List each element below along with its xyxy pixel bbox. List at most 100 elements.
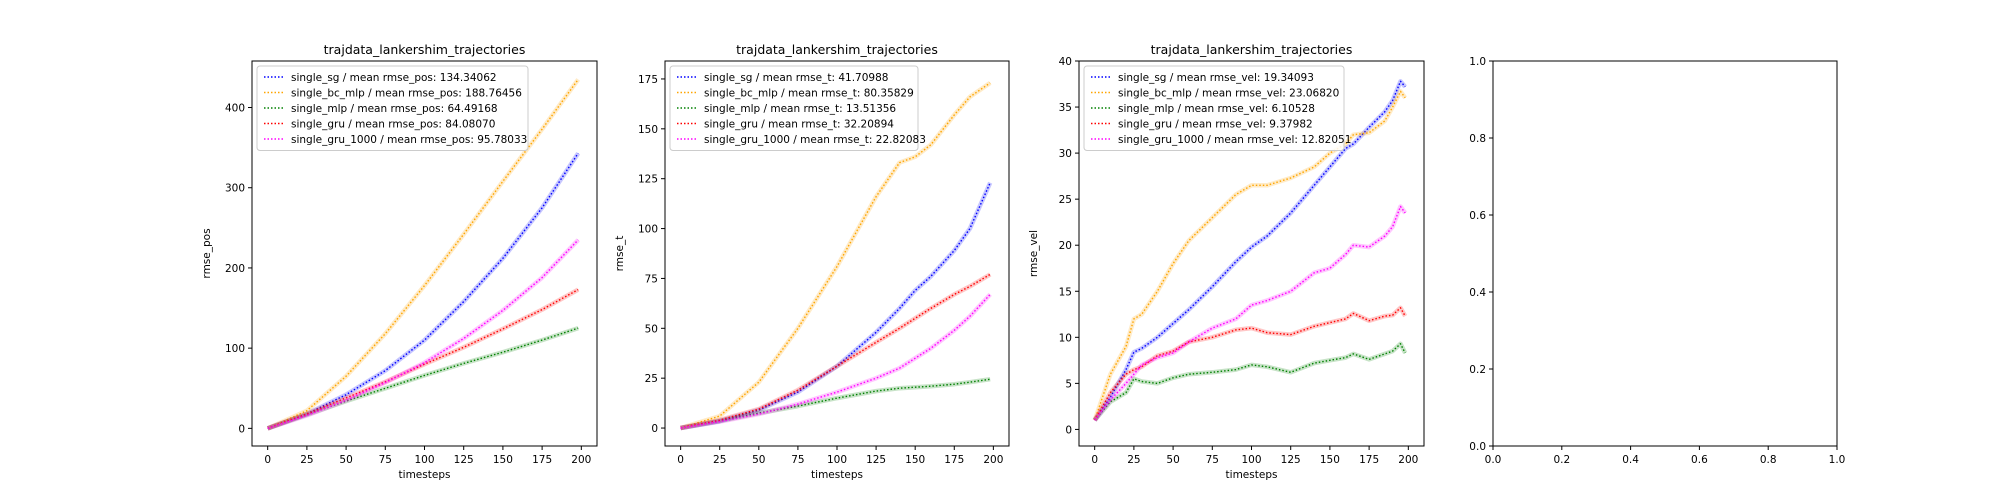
x-tick-label: 175 [1359,454,1379,466]
chart-panel-1: 0 25 50 75 100 125 150 175 200 0 100 200 300 400 trajd… [201,42,598,481]
x-tick-label: 0.8 [1760,454,1777,466]
x-tick-label: 175 [944,454,964,466]
legend: single_sg / mean rmse_t: 41.70988 single_… [669,65,926,151]
series-line-5 [680,293,991,429]
y-tick-label: 0 [651,423,658,435]
x-tick-label: 200 [983,454,1003,466]
legend-entry: single_mlp / mean rmse_vel: 6.10528 [1118,103,1315,115]
series-band-4 [266,287,580,431]
y-tick-label: 100 [225,343,245,355]
x-tick-label: 0.0 [1485,454,1502,466]
series-line-1 [1094,80,1406,421]
legend-box [1083,65,1345,151]
series-line-3 [680,378,991,429]
legend-entry: single_bc_mlp / mean rmse_vel: 23.06820 [1118,88,1339,100]
legend-entry: single_sg / mean rmse_vel: 19.34093 [1118,72,1314,84]
x-tick-label: 150 [493,454,513,466]
series-band-4 [680,272,992,431]
x-tick-label: 0 [1091,454,1098,466]
series-line-5 [267,239,579,430]
y-tick-label: 50 [645,323,658,335]
y-tick-label: 0 [1065,424,1072,436]
series-line-5 [1094,205,1406,421]
y-tick-label: 5 [1065,378,1072,390]
series-group [679,81,993,431]
x-tick-label: 25 [300,454,313,466]
legend-box [669,65,919,151]
x-axis-label: timesteps [399,469,451,481]
x-tick-label: 125 [866,454,886,466]
legend-entry: single_mlp / mean rmse_t: 13.51356 [704,103,896,115]
series-line-4 [1094,307,1406,421]
series-line-2 [1094,90,1406,421]
chart-panel-3: 0 25 50 75 100 125 150 175 200 0 5 10 15 20 25 30 35 40 tr… [1028,42,1425,481]
legend-entry: single_gru_1000 / mean rmse_t: 22.82083 [704,134,926,146]
legend-entry: single_gru / mean rmse_vel: 9.37982 [1118,119,1313,131]
x-tick-label: 150 [1320,454,1340,466]
y-tick-label: 100 [638,224,658,236]
x-tick-label: 50 [339,454,352,466]
y-axis-label: rmse_vel [1028,230,1040,277]
x-tick-label: 50 [1166,454,1179,466]
y-tick-label: 75 [645,273,658,285]
legend-entry: single_gru / mean rmse_pos: 84.08070 [291,119,495,131]
x-tick-label: 200 [571,454,591,466]
chart-panel-4: 0.0 0.2 0.4 0.6 0.8 1.0 0.0 0.2 0.4 0.6 0.8 1.0 [1469,56,1845,466]
chart-panel-2: 0 25 50 75 100 125 150 175 200 0 25 50 75 100 125 150 17… [614,42,1010,481]
y-tick-label: 15 [1059,286,1072,298]
y-tick-label: 30 [1059,148,1072,160]
y-axis-label: rmse_t [614,236,626,272]
axes-frame [1492,60,1838,447]
legend-entry: single_gru_1000 / mean rmse_pos: 95.7803… [291,134,527,146]
x-tick-label: 1.0 [1829,454,1846,466]
y-tick-label: 0.0 [1469,441,1486,453]
y-axis-label: rmse_pos [201,228,213,278]
x-tick-label: 100 [1241,454,1261,466]
x-axis-label: timesteps [1226,469,1278,481]
series-line-2 [267,78,579,430]
legend-entry: single_sg / mean rmse_pos: 134.34062 [291,72,497,84]
legend: single_sg / mean rmse_pos: 134.34062 sing… [256,65,529,151]
y-tick-label: 125 [638,174,658,186]
series-line-3 [267,327,579,430]
x-tick-label: 0.6 [1691,454,1708,466]
x-tick-label: 150 [905,454,925,466]
legend: single_sg / mean rmse_vel: 19.34093 singl… [1083,65,1351,151]
series-line-1 [680,182,991,429]
x-tick-label: 0.4 [1622,454,1639,466]
x-tick-label: 75 [1206,454,1219,466]
y-tick-label: 0 [238,423,245,435]
y-tick-label: 25 [645,373,658,385]
series-line-1 [267,152,579,430]
chart-title: trajdata_lankershim_trajectories [1151,42,1353,57]
legend-entry: single_mlp / mean rmse_pos: 64.49168 [291,103,498,115]
x-tick-label: 200 [1398,454,1418,466]
series-line-2 [680,82,991,429]
series-band-3 [1092,341,1408,422]
y-tick-label: 40 [1059,56,1072,68]
y-tick-label: 25 [1059,194,1072,206]
x-tick-label: 0 [677,454,684,466]
y-tick-label: 400 [225,103,245,115]
x-tick-label: 25 [1127,454,1140,466]
legend-entry: single_gru_1000 / mean rmse_vel: 12.8205… [1118,134,1351,146]
y-tick-label: 0.8 [1469,133,1486,145]
y-tick-label: 200 [225,263,245,275]
legend-entry: single_sg / mean rmse_t: 41.70988 [704,72,888,84]
x-tick-label: 0 [264,454,271,466]
series-line-4 [680,273,991,429]
y-tick-label: 10 [1059,332,1072,344]
legend-entry: single_bc_mlp / mean rmse_t: 80.35829 [704,88,914,100]
x-tick-label: 25 [713,454,726,466]
y-tick-label: 150 [638,124,658,136]
x-tick-label: 100 [827,454,847,466]
y-tick-label: 20 [1059,240,1072,252]
series-line-4 [267,288,579,430]
series-band-5 [266,238,580,431]
x-tick-label: 125 [454,454,474,466]
y-tick-label: 35 [1059,102,1072,114]
x-tick-label: 0.2 [1553,454,1570,466]
x-tick-label: 75 [379,454,392,466]
x-axis-label: timesteps [811,469,863,481]
